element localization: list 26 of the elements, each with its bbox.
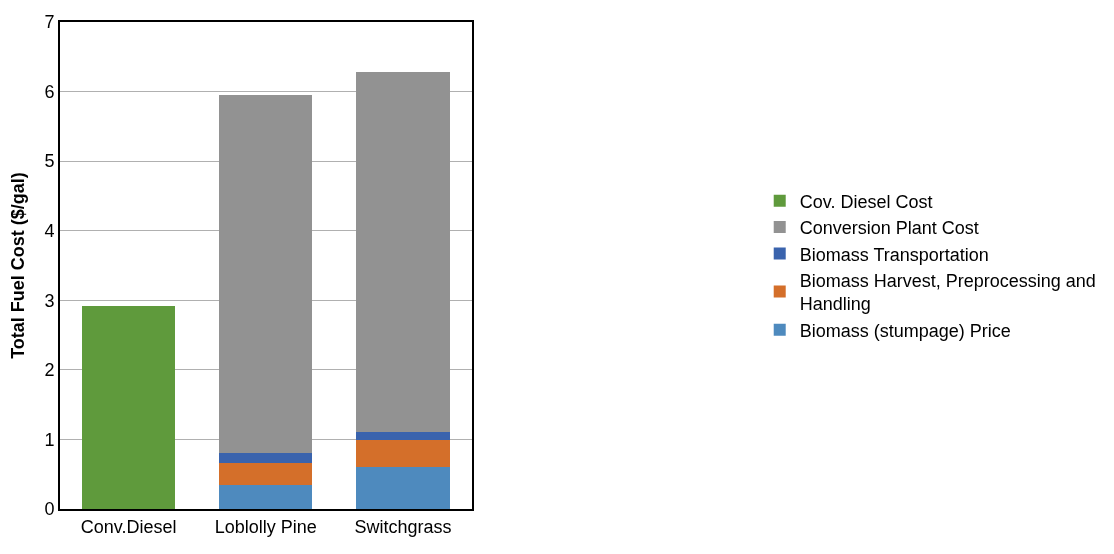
y-axis-title: Total Fuel Cost ($/gal) — [8, 172, 29, 359]
y-tick-label: 5 — [44, 151, 55, 172]
bar — [219, 95, 313, 453]
legend-label: Biomass Harvest, Preprocessing and Handling — [799, 270, 1096, 315]
bar — [356, 72, 450, 432]
bar — [356, 440, 450, 468]
x-tick-label: Conv.Diesel — [80, 516, 177, 537]
bar — [219, 452, 313, 464]
bar — [219, 485, 313, 509]
x-tick-label: Switchgrass — [354, 516, 452, 537]
bar — [219, 463, 313, 486]
legend-label: Biomass (stumpage) Price — [799, 320, 1011, 341]
y-tick-label: 7 — [44, 12, 55, 33]
legend-label: Conversion Plant Cost — [799, 218, 979, 239]
y-tick-label: 2 — [44, 360, 55, 381]
y-tick-label: 3 — [44, 290, 55, 311]
y-tick-label: 6 — [44, 81, 55, 102]
bar — [356, 467, 450, 509]
y-tick-label: 4 — [44, 221, 55, 242]
bar — [81, 305, 176, 509]
bar — [356, 431, 450, 441]
legend-label: Cov. Diesel Cost — [799, 191, 933, 212]
x-tick-label: Loblolly Pine — [214, 516, 317, 537]
y-tick-label: 0 — [44, 499, 55, 520]
legend-label: Biomass Transportation — [799, 244, 989, 265]
y-tick-label: 1 — [44, 429, 55, 450]
